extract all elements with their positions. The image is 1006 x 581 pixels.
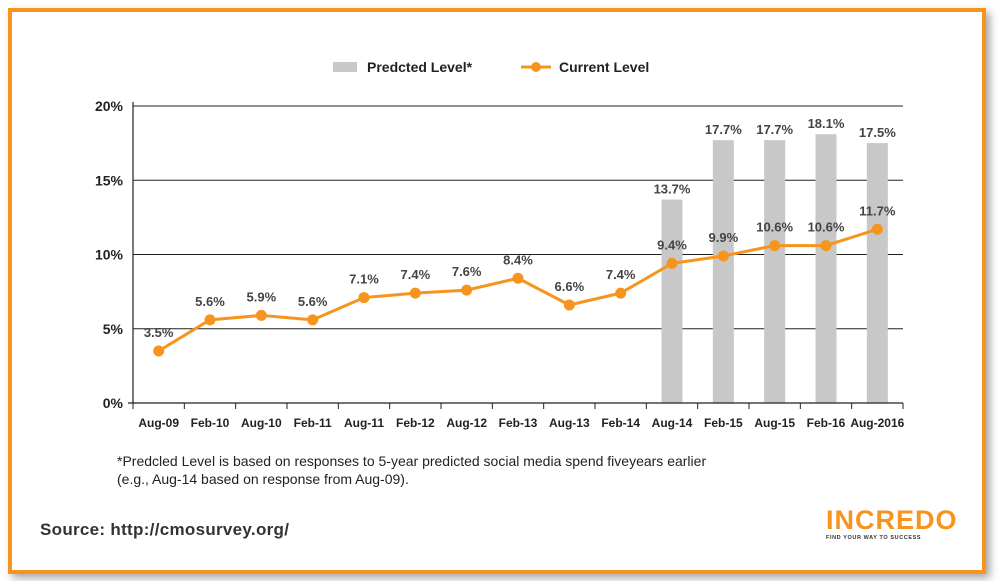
point-current-level	[615, 287, 627, 299]
x-tick-label: Aug-12	[446, 416, 487, 430]
point-current-level	[461, 284, 473, 296]
y-tick-label: 15%	[95, 172, 124, 188]
point-data-label: 9.9%	[709, 230, 739, 245]
bar-data-label: 17.7%	[756, 122, 793, 137]
point-current-level	[717, 250, 729, 262]
x-tick-label: Feb-11	[294, 416, 332, 430]
legend-swatch-predicted	[333, 62, 357, 72]
y-tick-label: 10%	[95, 247, 124, 263]
footnote-line-2: (e.g., Aug-14 based on response from Aug…	[117, 471, 409, 487]
y-tick-label: 0%	[103, 395, 124, 411]
point-current-level	[153, 345, 165, 357]
bar-predicted-level	[815, 134, 837, 403]
point-data-label: 8.4%	[503, 252, 533, 267]
x-tick-label: Aug-10	[241, 416, 282, 430]
logo-wordmark: INCREDO	[826, 505, 958, 535]
point-current-level	[666, 257, 678, 269]
x-tick-label: Feb-10	[191, 416, 230, 430]
x-tick-label: Aug-2016	[850, 416, 904, 430]
bar-data-label: 17.5%	[859, 125, 896, 140]
legend-swatch-current-marker	[531, 62, 541, 72]
logo-tagline: FIND YOUR WAY TO SUCCESS	[826, 535, 922, 541]
point-current-level	[512, 272, 524, 284]
point-data-label: 5.6%	[298, 294, 328, 309]
chart: Predcted Level* Current Level 13.7% 17.7%…	[95, 59, 905, 430]
legend: Predcted Level* Current Level	[333, 59, 649, 75]
point-data-label: 11.7%	[859, 203, 896, 218]
footnote-line-1: *Predcled Level is based on responses to…	[117, 453, 707, 469]
x-tick-label: Aug-13	[549, 416, 590, 430]
point-data-label: 3.5%	[144, 325, 174, 340]
point-data-label: 7.4%	[606, 267, 636, 282]
bar-predicted-level	[764, 140, 786, 403]
point-data-label: 6.6%	[555, 279, 585, 294]
y-tick-label: 5%	[103, 321, 124, 337]
point-data-label: 7.1%	[349, 272, 379, 287]
bar-predicted-level	[661, 199, 683, 403]
point-data-label: 7.4%	[401, 267, 431, 282]
point-current-level	[307, 314, 319, 326]
point-data-label: 10.6%	[808, 220, 845, 235]
point-data-label: 7.6%	[452, 264, 482, 279]
x-tick-label: Aug-11	[344, 416, 384, 430]
x-tick-label: Feb-15	[704, 416, 743, 430]
incredo-logo: INCREDO FIND YOUR WAY TO SUCCESS	[826, 506, 966, 541]
x-tick-label: Aug-15	[754, 416, 795, 430]
x-tick-label: Aug-14	[652, 416, 693, 430]
point-current-level	[563, 299, 575, 311]
source-text: Source: http://cmosurvey.org/	[40, 520, 290, 539]
point-data-label: 5.9%	[247, 289, 277, 304]
bar-data-label: 18.1%	[808, 116, 845, 131]
bar-data-label: 13.7%	[654, 182, 691, 197]
x-tick-label: Feb-12	[396, 416, 435, 430]
x-tick-label: Aug-09	[138, 416, 179, 430]
x-tick-label: Feb-16	[807, 416, 846, 430]
x-tick-label: Feb-13	[499, 416, 538, 430]
point-current-level	[409, 287, 421, 299]
x-tick-label: Feb-14	[601, 416, 640, 430]
legend-label-current: Current Level	[559, 59, 649, 75]
bar-predicted-level	[866, 143, 888, 403]
point-current-level	[358, 292, 370, 304]
point-current-level	[255, 309, 267, 321]
footnote: *Predcled Level is based on responses to…	[117, 452, 837, 488]
legend-label-predicted: Predcted Level*	[367, 59, 473, 75]
point-current-level	[204, 314, 216, 326]
point-current-level	[871, 223, 883, 235]
bar-predicted-level	[712, 140, 734, 403]
point-current-level	[769, 240, 781, 252]
bar-data-label: 17.7%	[705, 122, 742, 137]
point-data-label: 10.6%	[756, 220, 793, 235]
y-tick-label: 20%	[95, 98, 124, 114]
point-data-label: 9.4%	[657, 237, 687, 252]
point-current-level	[820, 240, 832, 252]
point-data-label: 5.6%	[195, 294, 225, 309]
